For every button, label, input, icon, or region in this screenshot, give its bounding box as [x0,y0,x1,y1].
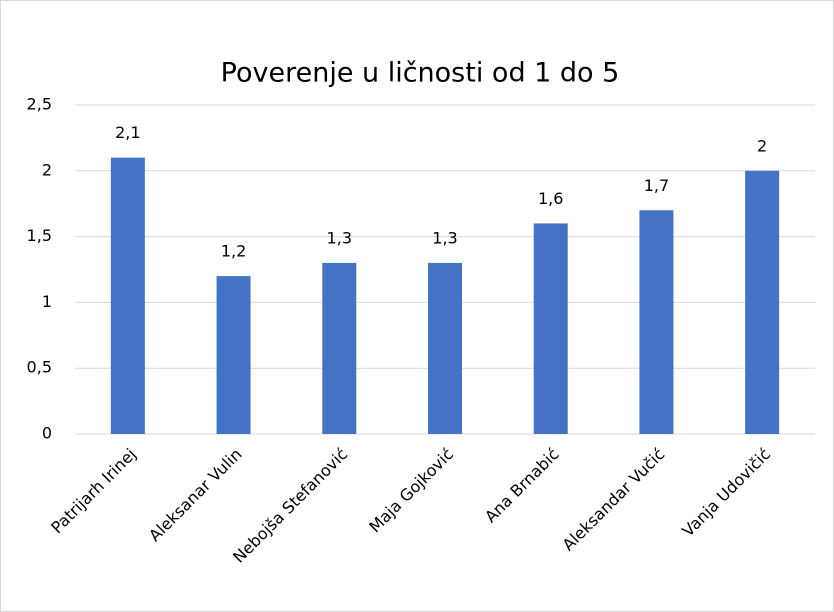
data-label: 1,3 [327,228,352,247]
bar [428,262,462,434]
data-label: 2 [757,136,767,155]
data-label: 2,1 [115,123,140,142]
data-label: 1,3 [432,228,457,247]
y-tick-label: 1 [42,292,52,311]
bar [110,157,145,434]
data-label: 1,7 [644,176,669,195]
y-tick-label: 1,5 [27,226,52,245]
y-tick-label: 2,5 [27,95,52,114]
bar [216,276,251,434]
bar [322,262,357,434]
bar [639,210,674,434]
chart-title: Poverenje u ličnosti od 1 do 5 [221,58,620,89]
bar [745,170,780,435]
data-label: 1,2 [221,242,246,261]
y-tick-label: 2 [42,160,52,179]
bar [533,223,568,434]
data-label: 1,6 [538,189,563,208]
y-tick-label: 0 [42,424,52,443]
y-tick-label: 0,5 [27,358,52,377]
